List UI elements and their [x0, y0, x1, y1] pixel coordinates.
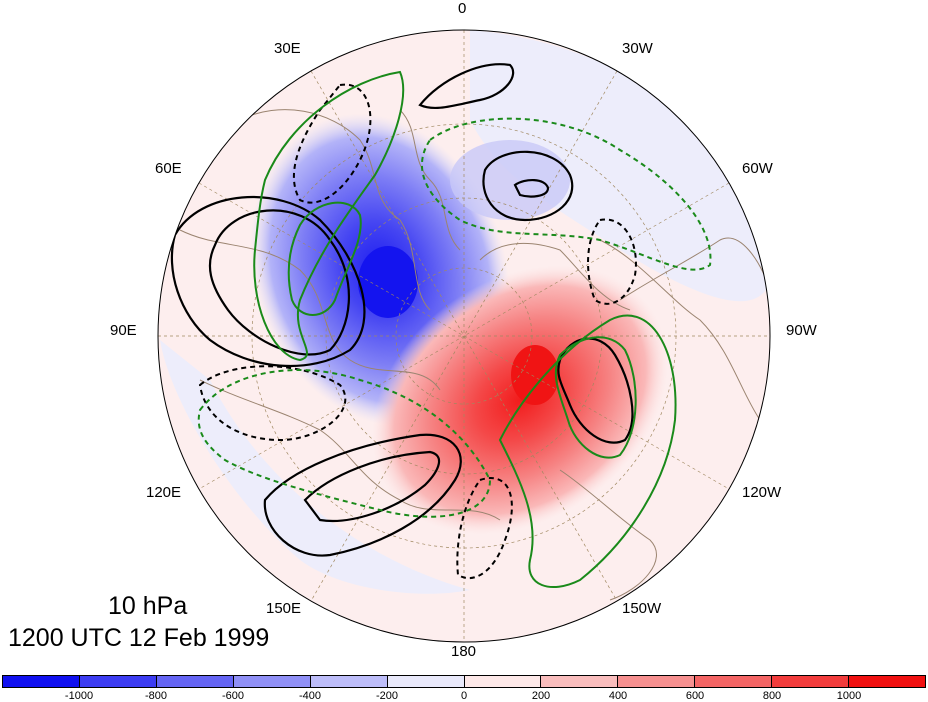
coastlines — [179, 109, 770, 601]
lon-label-0: 0 — [458, 0, 467, 17]
lon-label-60e: 60E — [155, 160, 182, 177]
colorbar-tick-label: 600 — [685, 690, 705, 702]
green-contours — [253, 70, 677, 589]
graticule — [158, 30, 770, 642]
colorbar-box — [541, 676, 619, 687]
colorbar-tick-label: 400 — [608, 690, 628, 702]
contour-black-4 — [557, 337, 634, 444]
colorbar-tick-label: -600 — [221, 690, 245, 702]
colorbar-box — [3, 676, 80, 687]
negative-anomaly-lobe — [450, 140, 570, 220]
lon-label-120w: 120W — [742, 484, 782, 501]
contour-green-1 — [253, 70, 405, 362]
colorbar-box — [156, 676, 234, 687]
map-disk — [158, 30, 770, 642]
contour-green-dashed-2 — [197, 369, 492, 518]
colorbar — [2, 675, 926, 688]
colorbar-tick-label: -400 — [298, 690, 322, 702]
level-title: 10 hPa — [108, 592, 188, 620]
contour-black-5 — [263, 433, 462, 557]
colorbar-tick-label: 800 — [762, 690, 782, 702]
weak-negative-zone — [470, 30, 770, 302]
colorbar-tick-label: 0 — [460, 690, 468, 702]
contour-green-2-inner — [554, 336, 637, 459]
lon-label-120e: 120E — [146, 484, 182, 501]
colorbar-box — [772, 676, 850, 687]
contour-black-1-outer — [170, 195, 366, 368]
time-title: 1200 UTC 12 Feb 1999 — [8, 624, 270, 652]
contour-black-3 — [482, 150, 574, 222]
green-dashed-contours — [197, 117, 712, 518]
colorbar-box — [310, 676, 388, 687]
black-contours — [170, 63, 634, 557]
colorbar-box — [849, 676, 926, 687]
colorbar-tick-label: -1000 — [64, 690, 94, 702]
contour-green-1-inner — [287, 201, 362, 316]
colorbar-box — [233, 676, 311, 687]
colorbar-box — [695, 676, 773, 687]
lon-label-60w: 60W — [742, 160, 773, 177]
colorbar-tick-label: -200 — [375, 690, 399, 702]
lon-label-150w: 150W — [622, 600, 662, 617]
contour-black-dashed-1 — [292, 83, 372, 204]
contour-black-1 — [208, 209, 350, 356]
colorbar-tick-label: 200 — [531, 690, 551, 702]
map-boundary — [157, 29, 771, 643]
lon-label-90e: 90E — [110, 322, 137, 339]
colorbar-tick-label: 1000 — [836, 690, 862, 702]
colorbar-tick-label: -800 — [144, 690, 168, 702]
lon-label-150e: 150E — [266, 600, 302, 617]
contour-black-2 — [418, 63, 515, 109]
contour-green-2 — [498, 314, 677, 589]
colorbar-box — [79, 676, 157, 687]
lon-label-180: 180 — [451, 643, 477, 660]
lon-label-30e: 30E — [274, 40, 301, 57]
contour-green-dashed-1 — [420, 117, 712, 271]
black-dashed-contours — [198, 83, 637, 580]
positive-anomaly-core — [511, 345, 559, 405]
weak-negative-zone-2 — [160, 340, 470, 594]
lon-label-90w: 90W — [786, 322, 817, 339]
colorbar-box — [618, 676, 696, 687]
negative-anomaly-core — [358, 246, 418, 318]
colorbar-box — [387, 676, 465, 687]
lon-label-30w: 30W — [622, 40, 653, 57]
positive-anomaly-shading — [371, 265, 669, 535]
contour-black-3-inner — [513, 179, 550, 198]
colorbar-box — [464, 676, 542, 687]
contour-black-dashed-2 — [198, 365, 347, 442]
contour-black-5-inner — [303, 450, 441, 522]
